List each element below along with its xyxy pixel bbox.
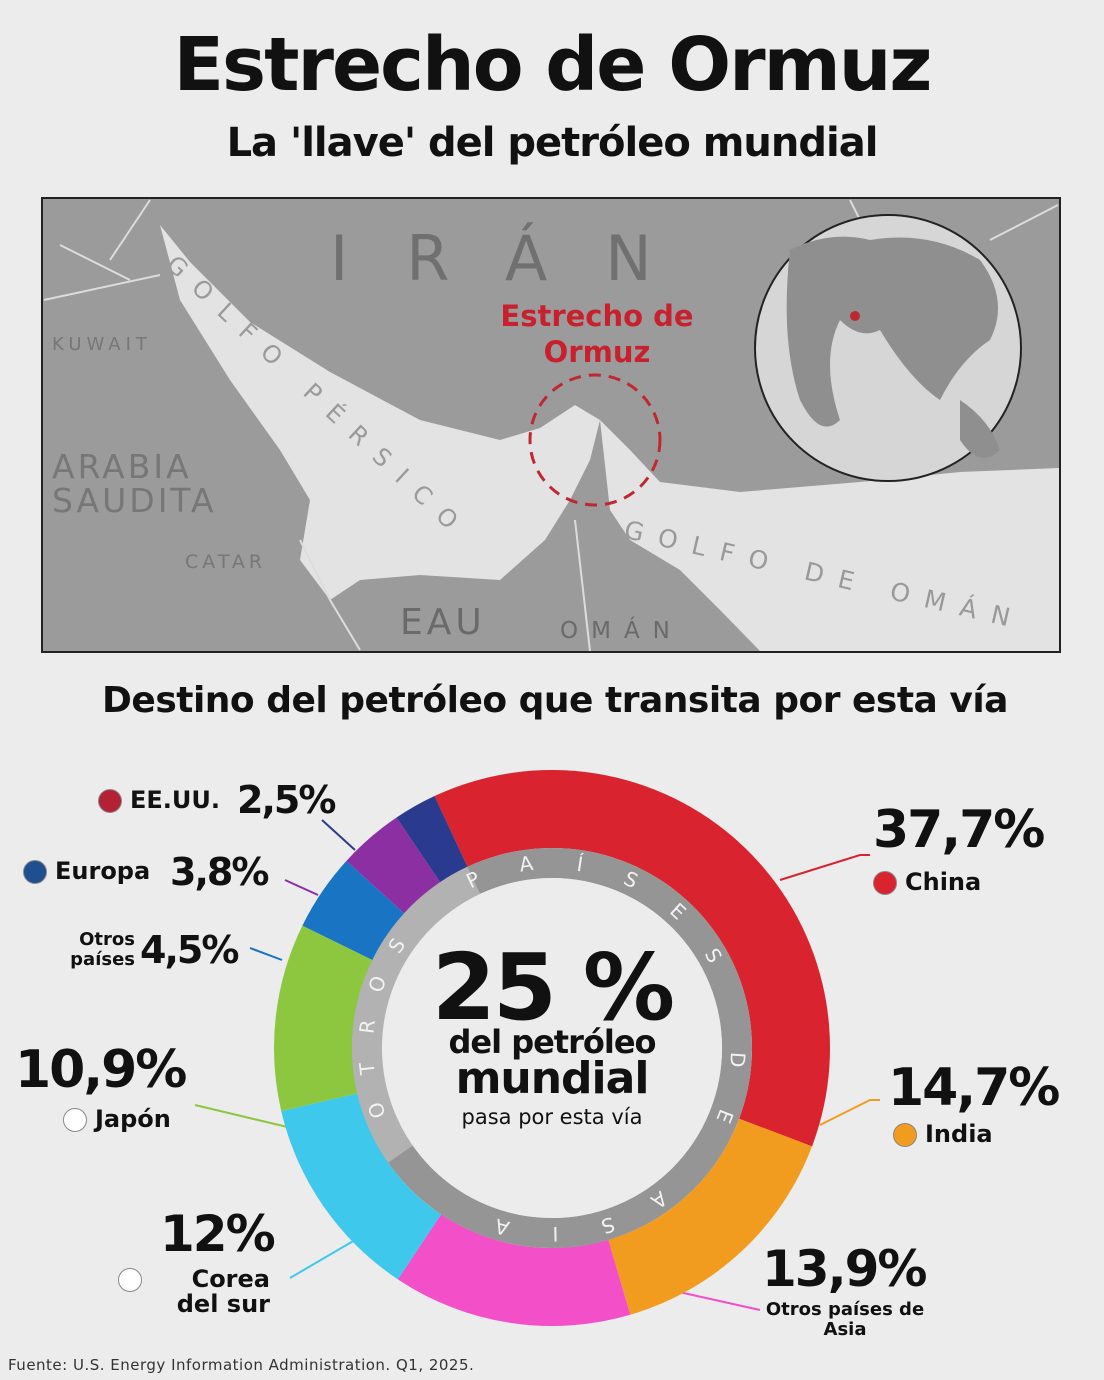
value-label: 10,9% [15, 1040, 187, 1100]
gulf-of-oman [600, 420, 1059, 651]
value-label: 3,8% [170, 850, 269, 894]
value-label: 14,7% [888, 1058, 1060, 1118]
category-label: China [905, 868, 982, 896]
globe-land [960, 400, 1000, 458]
chart-title: Destino del petróleo que transita por es… [102, 680, 1008, 721]
value-label: 2,5% [237, 778, 336, 822]
value-label: 4,5% [140, 928, 239, 972]
strait-circle [528, 373, 662, 507]
leader-line [669, 1289, 761, 1311]
leader-line [819, 1099, 880, 1126]
center-disc [382, 878, 722, 1218]
category-label: Corea del sur [176, 1265, 270, 1318]
strait-label: Estrecho de Ormuz [500, 299, 694, 369]
donut-segment [346, 817, 441, 914]
leader-line [779, 854, 870, 881]
center-text: pasa por esta vía [461, 1105, 643, 1129]
flag-icon [873, 871, 897, 895]
donut-segment [396, 796, 468, 883]
donut-segment [397, 1214, 631, 1326]
map-label: EAU [400, 602, 486, 643]
map-label: CATAR [185, 551, 267, 573]
donut-segment [608, 1118, 813, 1315]
leader-line [194, 1104, 301, 1131]
leader-lines [194, 819, 880, 1311]
center-value: 25 % [431, 934, 675, 1041]
flag-icon [118, 1268, 142, 1292]
value-label: 37,7% [873, 800, 1045, 860]
leader-line [321, 819, 356, 851]
leader-line [284, 879, 319, 896]
flag-icon [23, 860, 47, 884]
source: Fuente: U.S. Energy Information Administ… [8, 1356, 475, 1374]
value-label: 12% [160, 1205, 276, 1263]
map [41, 197, 1061, 653]
map-label: OMÁN [560, 618, 683, 644]
value-label: 13,9% [762, 1240, 927, 1298]
leader-line [249, 947, 283, 961]
map-label: KUWAIT [52, 334, 152, 355]
inner-ring-others [351, 866, 481, 1163]
subtitle: La 'llave' del petróleo mundial [226, 120, 879, 166]
map-label: ARABIA SAUDITA [52, 447, 217, 520]
donut-segment [302, 860, 405, 960]
category-label: Europa [55, 857, 151, 885]
category-label: EE.UU. [130, 786, 220, 814]
persian-gulf [160, 225, 600, 600]
donut-segment [434, 770, 830, 1147]
center-text: del petróleo [448, 1023, 656, 1061]
category-label: Otros países [70, 929, 135, 970]
donut-segment [274, 925, 373, 1112]
leader-line [289, 1239, 356, 1279]
globe-marker [850, 311, 860, 321]
globe-land [786, 236, 998, 427]
category-label: Otros países de Asia [765, 1299, 925, 1340]
flag-icon [893, 1123, 917, 1147]
map-label: IRÁN [330, 222, 710, 295]
flag-icon [63, 1108, 87, 1132]
flag-icon [98, 789, 122, 813]
category-label: Japón [95, 1105, 171, 1133]
donut-segment [281, 1093, 442, 1280]
category-label: India [925, 1120, 993, 1148]
center-text: mundial [455, 1053, 650, 1104]
title: Estrecho de Ormuz [173, 22, 933, 108]
